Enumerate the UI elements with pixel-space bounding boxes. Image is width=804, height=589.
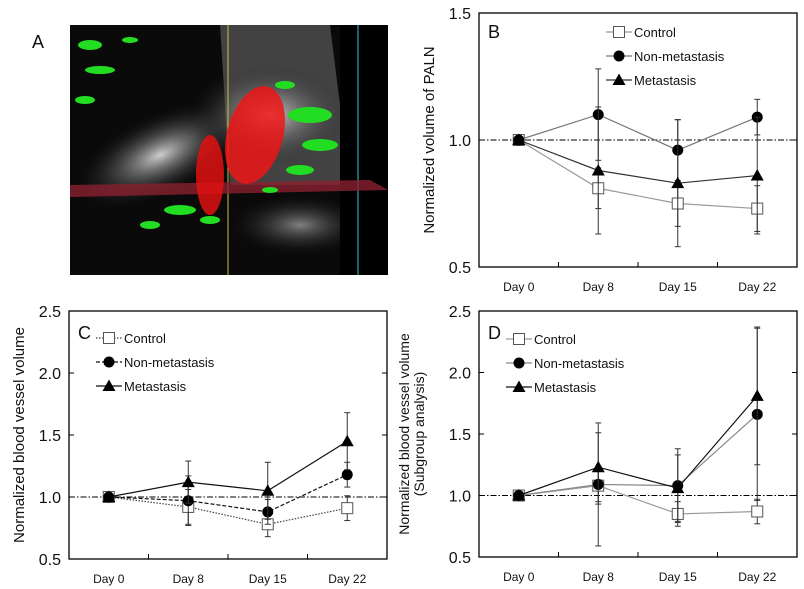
legend-label: Metastasis	[534, 380, 597, 395]
y-tick-label: 0.5	[449, 550, 471, 567]
series-line	[108, 496, 348, 525]
data-point	[591, 460, 605, 473]
x-tick-label: Day 22	[328, 572, 366, 586]
series-metastasis	[102, 412, 354, 520]
y-tick-label: 2.0	[449, 366, 471, 383]
y-axis-label: Normalized volume of PALN	[421, 46, 438, 233]
data-point	[340, 434, 354, 447]
y-tick-label: 2.5	[39, 304, 61, 321]
x-tick-label: Day 15	[659, 280, 697, 294]
series-metastasis	[512, 106, 764, 248]
y-axis-label: Normalized blood vessel volume	[396, 333, 412, 535]
x-tick-label: Day 0	[93, 572, 125, 586]
data-point	[750, 169, 764, 181]
panel-a-ultrasound-image	[70, 25, 388, 275]
x-tick-label: Day 22	[738, 570, 776, 584]
legend-item: Control	[96, 331, 166, 346]
series-line	[518, 139, 758, 210]
legend-marker	[103, 356, 115, 368]
panel-a-label: A	[32, 32, 45, 52]
legend-label: Control	[634, 25, 676, 40]
data-point	[341, 502, 354, 515]
y-tick-label: 1.0	[39, 490, 61, 507]
ultrasound-render	[70, 25, 388, 275]
legend-marker	[102, 379, 116, 391]
series-line	[518, 395, 758, 497]
legend-label: Control	[124, 331, 166, 346]
data-point	[591, 163, 605, 176]
legend-marker	[612, 73, 626, 85]
series-line	[518, 139, 758, 184]
y-tick-label: 0.5	[449, 260, 471, 277]
chart-panel-b: B 0.5 1.0 1.5 Day 0 Day 8 Day 15 Day 22 Normaliz…	[421, 6, 798, 294]
x-tick-label: Day 8	[173, 572, 205, 586]
legend-marker	[512, 380, 526, 392]
legend-label: Non-metastasis	[634, 49, 725, 64]
data-point	[261, 484, 275, 496]
x-tick-label: Day 0	[503, 280, 535, 294]
x-tick-label: Day 15	[249, 572, 287, 586]
panel-label: B	[488, 22, 500, 42]
x-tick-label: Day 15	[659, 570, 697, 584]
series-control	[512, 466, 764, 527]
legend-item: Metastasis	[96, 379, 187, 394]
y-axis-label: Normalized blood vessel volume	[11, 327, 28, 543]
chart-panel-d: D 0.5 1.0 1.5 2.0 2.5 Day 0 Day 8 Day 15 Day 22 No…	[396, 304, 798, 584]
y-tick-label: 1.5	[449, 427, 471, 444]
x-tick-label: Day 8	[583, 280, 615, 294]
data-point	[512, 133, 526, 145]
legend-label: Metastasis	[124, 379, 187, 394]
data-point	[341, 469, 353, 481]
legend-item: Control	[506, 332, 576, 347]
legend-item: Non-metastasis	[606, 49, 725, 64]
series-line	[518, 113, 758, 151]
legend-item: Metastasis	[606, 73, 697, 88]
legend-item: Non-metastasis	[96, 355, 215, 370]
y-tick-label: 1.0	[449, 489, 471, 506]
series-line	[518, 485, 758, 515]
y-tick-label: 0.5	[39, 552, 61, 569]
legend-item: Metastasis	[506, 380, 597, 395]
y-tick-label: 1.5	[39, 428, 61, 445]
series-metastasis	[512, 326, 764, 522]
panel-label: C	[78, 323, 91, 343]
data-point	[181, 475, 195, 488]
legend-item: Control	[606, 25, 676, 40]
legend-marker	[103, 332, 115, 344]
data-point	[751, 505, 764, 518]
series-line	[108, 440, 348, 498]
x-tick-label: Day 8	[583, 570, 615, 584]
chart-panel-c: C 0.5 1.0 1.5 2.0 2.5 Day 0 Day 8 Day 15 Day 22 No…	[11, 304, 388, 586]
legend-marker	[513, 333, 525, 345]
x-tick-label: Day 0	[503, 570, 535, 584]
y-tick-label: 1.0	[449, 133, 471, 150]
legend-marker	[613, 50, 625, 62]
series-line	[518, 413, 758, 497]
legend-marker	[513, 357, 525, 369]
data-point	[102, 490, 116, 502]
y-tick-label: 1.5	[449, 6, 471, 23]
y-tick-label: 2.0	[39, 366, 61, 383]
x-tick-label: Day 22	[738, 280, 776, 294]
y-tick-label: 2.5	[449, 304, 471, 321]
legend-item: Non-metastasis	[506, 356, 625, 371]
legend-label: Control	[534, 332, 576, 347]
plot-frame	[68, 310, 388, 560]
plot-frame	[478, 310, 798, 558]
legend-label: Metastasis	[634, 73, 697, 88]
series-line	[108, 474, 348, 513]
legend-label: Non-metastasis	[124, 355, 215, 370]
data-point	[671, 481, 685, 494]
series-control	[512, 134, 764, 232]
data-point	[671, 176, 685, 189]
y-axis-label-2: (Subgroup analysis)	[411, 372, 427, 497]
legend-label: Non-metastasis	[534, 356, 625, 371]
legend-marker	[613, 26, 625, 38]
data-point	[750, 389, 764, 401]
panel-label: D	[488, 323, 501, 343]
data-point	[512, 489, 526, 501]
